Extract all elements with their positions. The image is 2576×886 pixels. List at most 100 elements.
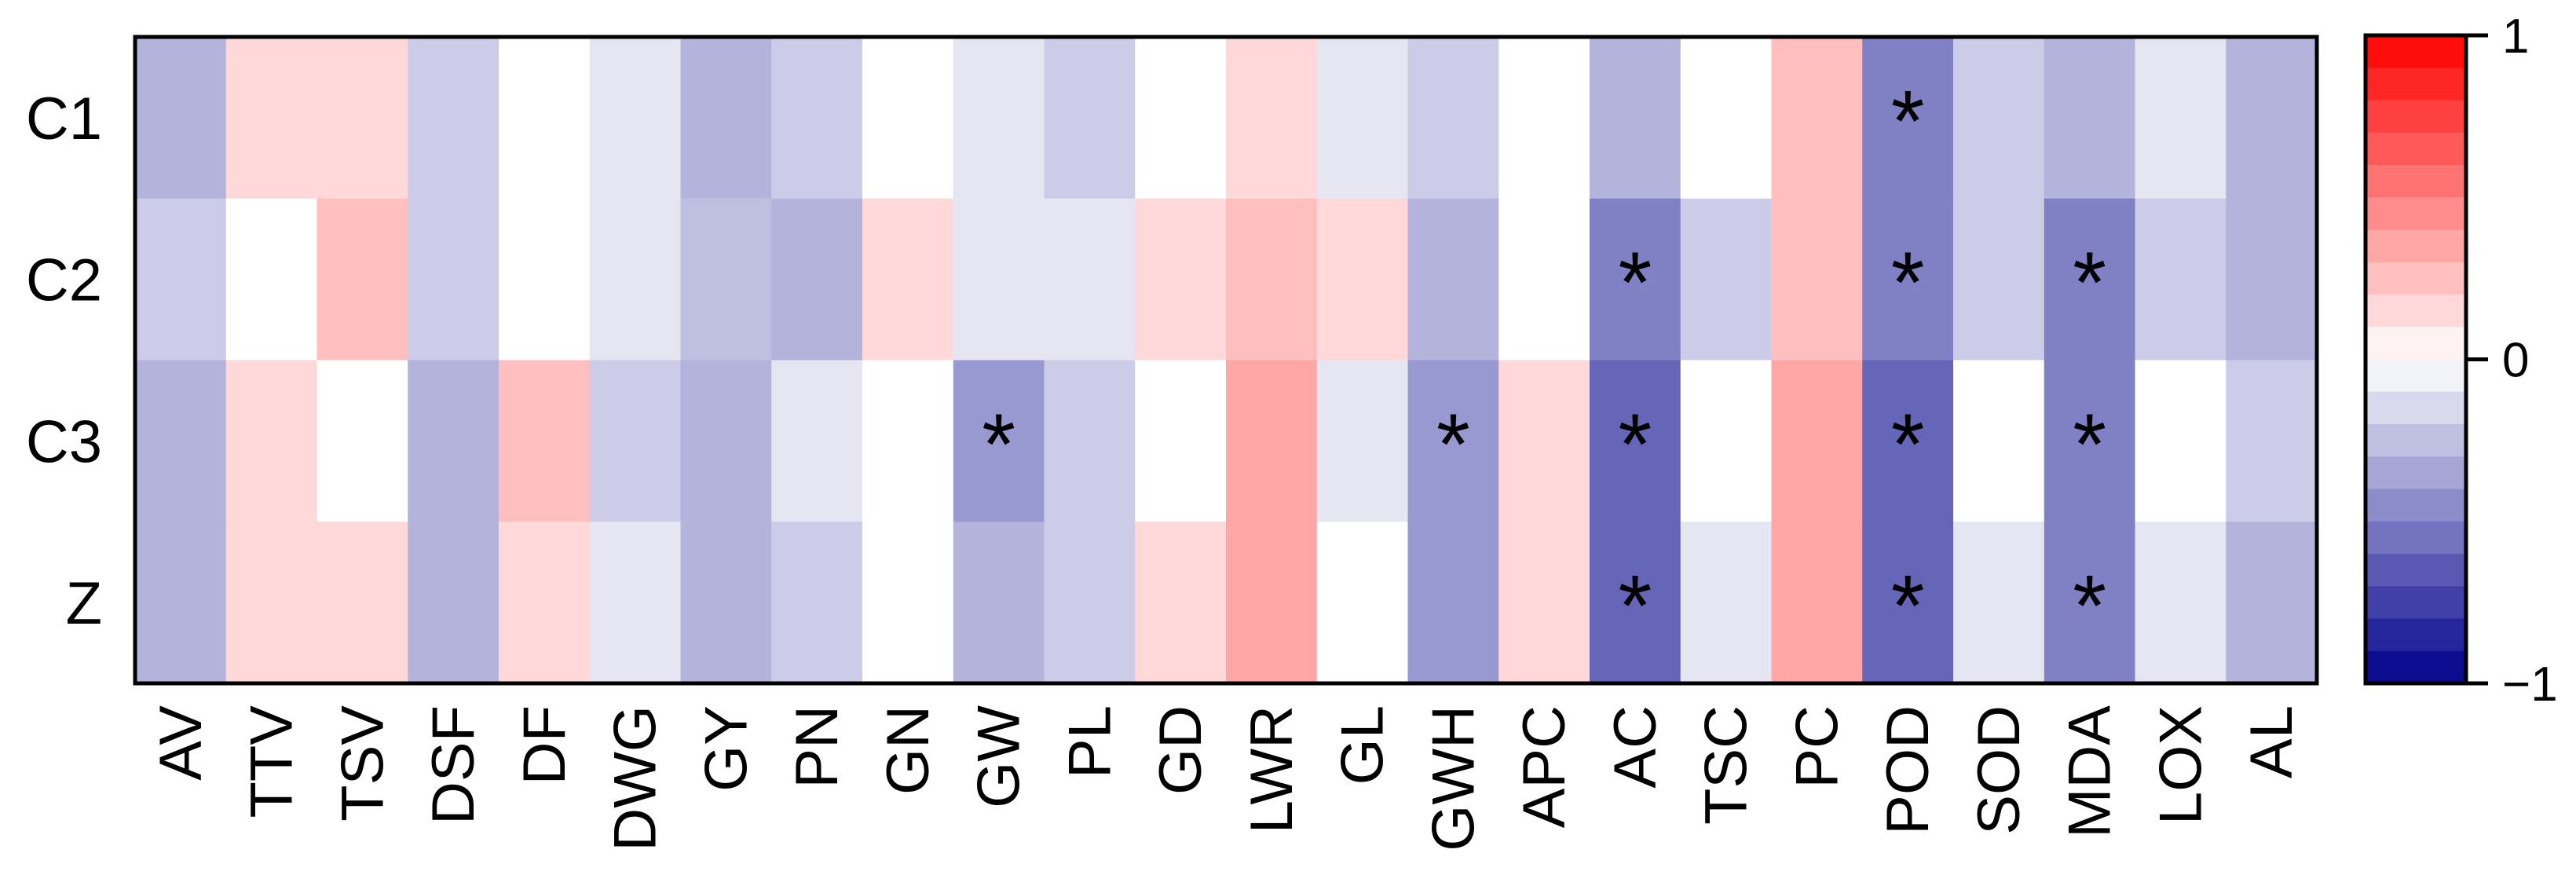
heatmap-cell bbox=[1407, 198, 1499, 361]
heatmap-cell bbox=[2135, 198, 2227, 361]
heatmap-cell bbox=[2135, 522, 2227, 684]
heatmap-cell bbox=[589, 522, 682, 684]
heatmap-cell bbox=[1590, 37, 1681, 200]
heatmap-cell bbox=[589, 198, 682, 361]
colorbar-step bbox=[2366, 295, 2466, 328]
heatmap-cell bbox=[1407, 522, 1499, 684]
heatmap-cell bbox=[953, 522, 1045, 684]
colorbar: 1 0 −1 bbox=[2363, 9, 2558, 712]
heatmap-cell bbox=[1953, 37, 2045, 200]
heatmap-cell bbox=[2226, 198, 2318, 361]
colorbar-step bbox=[2366, 197, 2466, 231]
heatmap-cell bbox=[1862, 522, 1954, 684]
row-label: C3 bbox=[26, 408, 102, 475]
heatmap-cell bbox=[1680, 198, 1773, 361]
column-label: GY bbox=[693, 705, 759, 792]
heatmap-cell bbox=[771, 360, 863, 522]
colorbar-step bbox=[2366, 68, 2466, 101]
significance-marker: * bbox=[1891, 558, 1925, 654]
heatmap-cell bbox=[1316, 360, 1409, 522]
heatmap-cell bbox=[1680, 522, 1773, 684]
column-label: PN bbox=[784, 705, 851, 789]
heatmap-cell bbox=[2044, 37, 2136, 200]
heatmap-cell bbox=[589, 37, 682, 200]
heatmap-cell bbox=[1862, 37, 1954, 200]
row-labels: C1 C2 C3 Z bbox=[26, 86, 102, 637]
heatmap-cell bbox=[2044, 522, 2136, 684]
heatmap-cell bbox=[1226, 522, 1318, 684]
heatmap-cell bbox=[862, 522, 954, 684]
significance-marker: * bbox=[1891, 73, 1925, 170]
colorbar-step bbox=[2366, 132, 2466, 166]
heatmap-cell bbox=[1862, 360, 1954, 522]
heatmap-cell bbox=[1226, 198, 1318, 361]
heatmap-cell bbox=[408, 360, 499, 522]
colorbar-step bbox=[2366, 489, 2466, 522]
heatmap-cell bbox=[317, 198, 408, 361]
heatmap-cell bbox=[862, 37, 954, 200]
heatmap-cell bbox=[135, 360, 227, 522]
row-label: C2 bbox=[26, 247, 102, 314]
heatmap-cell bbox=[225, 522, 318, 684]
heatmap-cell bbox=[1680, 37, 1773, 200]
heatmap-cell bbox=[1862, 198, 1954, 361]
heatmap-cell bbox=[2135, 37, 2227, 200]
plot-frame bbox=[133, 35, 2319, 686]
colorbar-step bbox=[2366, 424, 2466, 457]
heatmap-cell bbox=[1498, 522, 1590, 684]
heatmap-cell bbox=[499, 198, 591, 361]
column-label: TSC bbox=[1693, 705, 1760, 825]
column-label: DWG bbox=[602, 705, 669, 851]
colorbar-step bbox=[2366, 618, 2466, 652]
heatmap-cell bbox=[2226, 522, 2318, 684]
heatmap-cell bbox=[1771, 198, 1863, 361]
heatmap-cell bbox=[771, 37, 863, 200]
colorbar-step bbox=[2366, 391, 2466, 425]
heatmap-cell bbox=[1590, 360, 1681, 522]
heatmap-cell bbox=[1771, 522, 1863, 684]
colorbar-step bbox=[2366, 229, 2466, 263]
column-label: DF bbox=[511, 705, 578, 785]
column-label: GL bbox=[1330, 705, 1396, 785]
colorbar-step bbox=[2366, 650, 2466, 684]
heatmap-cell bbox=[1953, 360, 2045, 522]
heatmap-cell bbox=[499, 37, 591, 200]
column-label: MDA bbox=[2057, 705, 2124, 838]
significance-marker: * bbox=[982, 396, 1015, 492]
row-label: C1 bbox=[26, 86, 102, 152]
heatmap-cell bbox=[2044, 360, 2136, 522]
column-label: GN bbox=[875, 705, 942, 795]
heatmap-cell bbox=[1771, 37, 1863, 200]
heatmap-cell bbox=[135, 522, 227, 684]
column-label: GW bbox=[966, 705, 1033, 808]
significance-marker: * bbox=[1618, 396, 1652, 492]
heatmap-cell bbox=[1953, 198, 2045, 361]
heatmap-cell bbox=[225, 198, 318, 361]
column-label: APC bbox=[1511, 705, 1578, 828]
heatmap-cell bbox=[680, 37, 772, 200]
column-label: GD bbox=[1147, 705, 1214, 795]
heatmap-cell bbox=[1316, 37, 1409, 200]
heatmap-cell bbox=[1226, 37, 1318, 200]
heatmap-cell bbox=[1135, 37, 1227, 200]
colorbar-step bbox=[2366, 586, 2466, 620]
column-label: GWH bbox=[1420, 705, 1487, 851]
heatmap-cell bbox=[317, 522, 408, 684]
heatmap-cell bbox=[1498, 37, 1590, 200]
heatmap-cell bbox=[1407, 360, 1499, 522]
colorbar-tick-label: −1 bbox=[2502, 657, 2558, 712]
heatmap-cell bbox=[862, 198, 954, 361]
column-label: TSV bbox=[329, 705, 396, 822]
column-label: PC bbox=[1784, 705, 1850, 789]
heatmap-cell bbox=[1135, 360, 1227, 522]
heatmap-cell bbox=[771, 198, 863, 361]
colorbar-step bbox=[2366, 554, 2466, 587]
column-label: LOX bbox=[2147, 705, 2214, 825]
colorbar-tick-label: 1 bbox=[2502, 9, 2529, 64]
column-label: POD bbox=[1875, 705, 1941, 835]
heatmap-cell bbox=[862, 360, 954, 522]
heatmap-cell bbox=[1407, 37, 1499, 200]
heatmap-cell bbox=[1044, 37, 1136, 200]
column-label: AV bbox=[148, 705, 214, 781]
